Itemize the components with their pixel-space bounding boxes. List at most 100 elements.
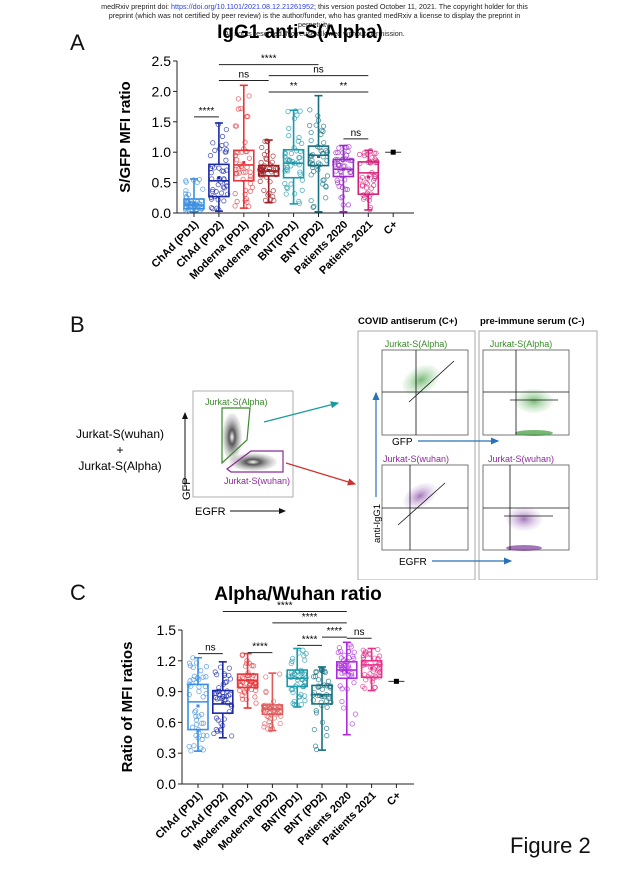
data-point bbox=[363, 677, 369, 683]
data-point bbox=[364, 190, 370, 196]
data-point bbox=[213, 715, 220, 721]
arrow-wuhan-to-plots bbox=[285, 462, 357, 486]
doi-link[interactable]: https://doi.org/10.1101/2021.08.12.21261… bbox=[171, 2, 314, 11]
data-point bbox=[218, 190, 225, 196]
data-point bbox=[310, 674, 317, 680]
data-point bbox=[370, 668, 376, 674]
data-point bbox=[315, 677, 322, 683]
data-point bbox=[190, 664, 196, 670]
header-text: All rights reserved. No reuse allowed wi… bbox=[224, 29, 405, 38]
data-point bbox=[334, 177, 340, 183]
data-point bbox=[291, 115, 298, 122]
data-point bbox=[285, 133, 292, 139]
data-point bbox=[335, 649, 341, 656]
data-point bbox=[200, 694, 206, 700]
box bbox=[212, 689, 234, 714]
gate-wuhan[interactable] bbox=[226, 450, 284, 473]
data-point bbox=[223, 126, 229, 133]
data-point bbox=[367, 671, 373, 677]
data-point bbox=[302, 698, 308, 704]
data-point bbox=[336, 183, 342, 189]
data-point bbox=[242, 139, 248, 145]
overview-xlabel: EGFR bbox=[195, 506, 226, 518]
data-point bbox=[183, 178, 189, 184]
data-point bbox=[220, 168, 227, 175]
panel-letter-b: B bbox=[70, 312, 85, 337]
y-tick-label: 1.5 bbox=[152, 114, 172, 130]
data-point bbox=[361, 150, 367, 156]
data-point bbox=[212, 147, 218, 153]
data-point bbox=[344, 663, 350, 669]
gate-alpha[interactable] bbox=[221, 407, 251, 465]
data-point bbox=[336, 145, 342, 151]
data-point bbox=[277, 671, 283, 677]
significance-label: **** bbox=[252, 642, 268, 653]
data-point bbox=[366, 197, 372, 203]
mean-marker bbox=[196, 704, 200, 708]
data-point bbox=[235, 96, 241, 102]
data-point bbox=[361, 196, 367, 202]
panel-letter-a: A bbox=[70, 30, 85, 55]
mean-marker bbox=[221, 701, 225, 705]
data-point bbox=[332, 162, 338, 168]
data-point bbox=[292, 191, 298, 197]
data-point bbox=[286, 125, 292, 131]
data-point bbox=[265, 192, 271, 198]
mean-marker bbox=[345, 670, 349, 674]
y-tick-label: 2.5 bbox=[152, 53, 172, 69]
plot-title: Jurkat-S(Alpha) bbox=[490, 339, 553, 349]
data-point bbox=[186, 660, 193, 666]
box-group bbox=[186, 655, 210, 754]
data-point bbox=[359, 174, 365, 180]
data-point bbox=[349, 721, 355, 727]
data-point bbox=[296, 198, 302, 204]
box bbox=[357, 161, 380, 195]
data-point bbox=[219, 133, 226, 140]
data-point bbox=[266, 719, 272, 725]
data-point bbox=[324, 733, 330, 739]
data-point bbox=[263, 674, 269, 680]
col1-title: COVID antiserum (C+) bbox=[358, 316, 458, 327]
plot-cplus-wuhan: Jurkat-S(wuhan) EGFR anti-IgG1 bbox=[372, 454, 469, 568]
data-point bbox=[333, 150, 339, 156]
data-point bbox=[364, 151, 370, 157]
data-point bbox=[308, 197, 314, 204]
data-point bbox=[339, 698, 345, 705]
data-point bbox=[363, 649, 369, 655]
chart-a: IgG1 anti-S(Alpha) 0.0 0.5 1.0 1.5 2.0 2.5 S/GF… bbox=[117, 22, 414, 282]
data-point bbox=[223, 149, 229, 155]
data-point bbox=[335, 161, 342, 167]
header-text: preprint (which was not certified by pee… bbox=[108, 11, 521, 20]
box-group bbox=[356, 147, 380, 213]
data-point bbox=[208, 205, 214, 211]
mean-marker bbox=[317, 154, 320, 158]
significance-label: **** bbox=[327, 626, 343, 637]
data-point bbox=[323, 195, 329, 201]
data-point bbox=[249, 663, 255, 669]
data-point bbox=[221, 198, 227, 204]
mean-marker bbox=[366, 175, 370, 179]
control-point bbox=[390, 149, 396, 155]
significance-label: **** bbox=[261, 54, 277, 65]
box-group bbox=[335, 641, 359, 736]
data-point bbox=[264, 148, 270, 155]
significance-label: ** bbox=[290, 81, 298, 92]
data-point bbox=[367, 160, 373, 166]
mix-label-plus: + bbox=[116, 443, 123, 457]
gate-alpha-label: Jurkat-S(Alpha) bbox=[205, 397, 268, 407]
data-point bbox=[235, 106, 241, 112]
y-axis-label: Ratio of MFI ratios bbox=[119, 642, 136, 773]
arrow-alpha-to-plots bbox=[263, 401, 340, 423]
data-point bbox=[263, 689, 269, 696]
data-point bbox=[196, 713, 202, 719]
data-point bbox=[312, 743, 319, 749]
data-point bbox=[311, 726, 317, 733]
y-tick-label: 0.9 bbox=[157, 684, 177, 700]
significance-label: **** bbox=[199, 106, 215, 117]
data-point bbox=[285, 108, 291, 115]
data-point bbox=[324, 725, 330, 731]
data-point bbox=[351, 649, 357, 655]
data-point bbox=[196, 684, 202, 690]
panel-b-flow-diagram: Jurkat-S(wuhan) + Jurkat-S(Alpha) Jurkat… bbox=[76, 316, 598, 580]
